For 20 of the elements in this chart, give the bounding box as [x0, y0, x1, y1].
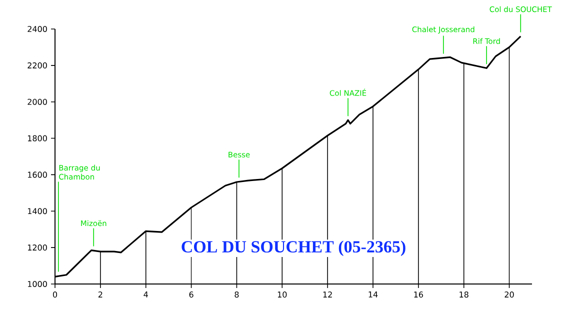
y-tick-label: 1600 — [28, 172, 47, 178]
x-tick-label: 14 — [368, 292, 378, 298]
y-tick-label: 2400 — [28, 26, 47, 32]
y-tick-label: 2200 — [28, 62, 47, 68]
x-tick-label: 12 — [323, 292, 332, 298]
x-tick-label: 20 — [504, 292, 514, 298]
x-tick-label: 2 — [98, 292, 102, 298]
x-tick-label: 16 — [414, 292, 423, 298]
x-tick-label: 18 — [460, 292, 468, 298]
x-tick-label: 0 — [53, 292, 58, 298]
x-tick-label: 10 — [278, 292, 287, 298]
x-tick-label: 6 — [189, 292, 194, 298]
y-tick-label: 1400 — [28, 208, 47, 214]
y-tick-label: 1800 — [28, 135, 47, 142]
y-tick-label: 1000 — [28, 280, 47, 288]
y-tick-label: 2000 — [28, 98, 47, 105]
y-tick-label: 1200 — [28, 244, 47, 251]
x-tick-label: 8 — [234, 292, 239, 298]
text: COL DU SOUCHET (05-2365) — [182, 240, 406, 256]
x-tick-label: 4 — [144, 292, 148, 298]
